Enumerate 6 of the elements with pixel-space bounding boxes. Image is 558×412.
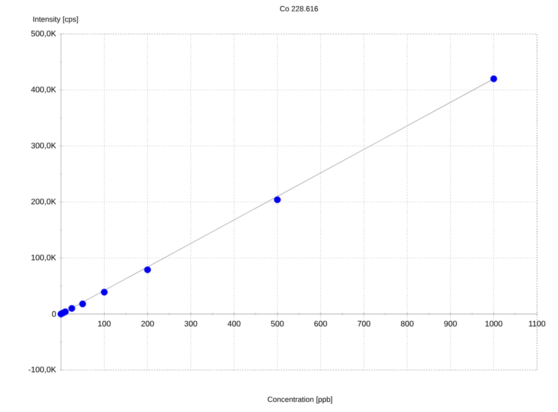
point <box>490 75 498 82</box>
point <box>274 196 281 204</box>
point <box>144 266 151 274</box>
point <box>68 305 76 312</box>
point <box>100 288 108 296</box>
point <box>79 300 86 308</box>
